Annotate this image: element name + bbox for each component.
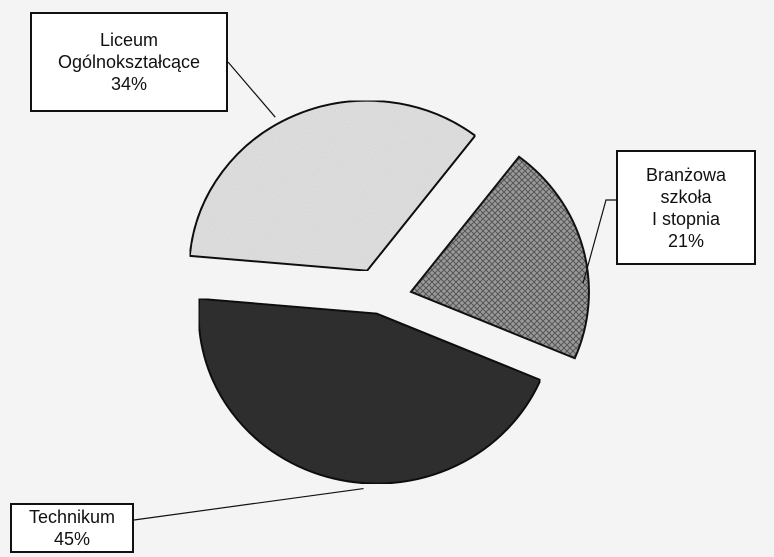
slice-liceum: [188, 99, 477, 272]
slice-label-technikum-line-1: Technikum: [28, 507, 116, 527]
slice-label-branzowa: Branżowa szkoła I stopnia 21%: [616, 150, 756, 265]
slice-technikum: [197, 297, 542, 485]
slice-label-liceum-percent: 34%: [110, 74, 148, 94]
leader-line-technikum: [133, 487, 364, 521]
slice-label-liceum-line-2: Ogólnokształcące: [57, 52, 201, 72]
leader-line-branzowa: [582, 199, 616, 284]
leader-line-liceum: [227, 61, 276, 118]
slice-label-technikum: Technikum 45%: [10, 503, 134, 553]
slice-label-branzowa-line-3: I stopnia: [651, 208, 721, 229]
slice-label-branzowa-percent: 21%: [667, 230, 705, 251]
slice-label-branzowa-line-1: Branżowa: [645, 164, 727, 185]
slice-label-liceum-line-1: Liceum: [99, 30, 159, 50]
slice-label-technikum-percent: 45%: [53, 529, 91, 549]
slice-label-liceum: Liceum Ogólnokształcące 34%: [30, 12, 228, 112]
slice-branzowa: [409, 155, 590, 360]
slice-label-branzowa-line-2: szkoła: [660, 186, 712, 207]
